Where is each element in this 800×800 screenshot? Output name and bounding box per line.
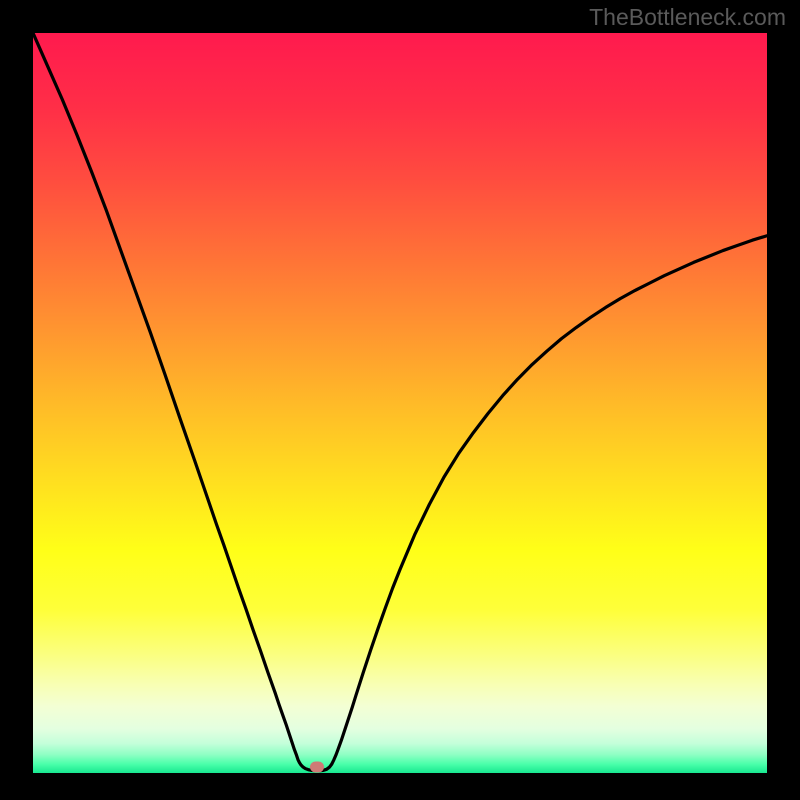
watermark-text: TheBottleneck.com	[589, 4, 786, 31]
plot-area	[33, 33, 767, 773]
optimum-marker	[310, 762, 324, 773]
bottleneck-chart	[0, 0, 800, 800]
bottleneck-curve	[33, 33, 767, 773]
